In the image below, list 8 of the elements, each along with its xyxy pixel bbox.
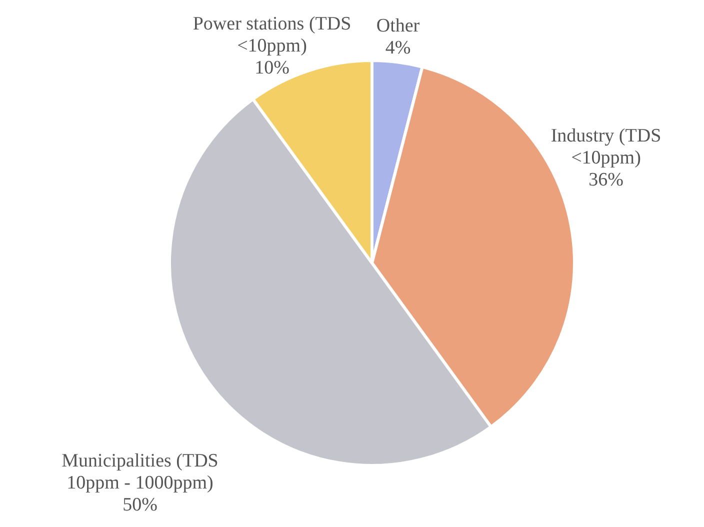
slice-label: Other	[376, 15, 420, 36]
data-label: 4%	[385, 37, 411, 58]
data-label: 50%	[122, 494, 158, 516]
slice-label: Industry (TDS <10ppm)	[550, 125, 662, 168]
slice-label: Power stations (TDS <10ppm)	[192, 13, 352, 56]
data-label: 36%	[588, 169, 624, 190]
data-label: 10%	[254, 57, 290, 78]
slice-label: Municipalities (TDS 10ppm - 1000ppm)	[62, 450, 218, 494]
